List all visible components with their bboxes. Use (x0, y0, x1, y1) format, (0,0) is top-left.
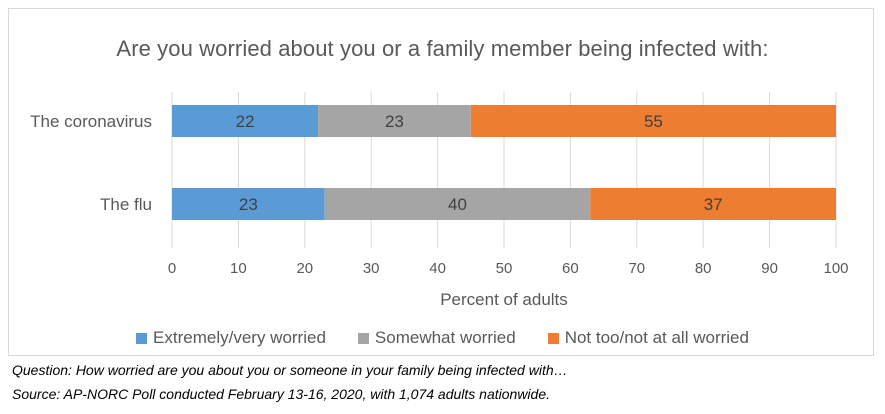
x-tick-label: 50 (496, 260, 513, 277)
x-tick-label: 20 (296, 260, 313, 277)
legend-label: Not too/not at all worried (564, 328, 749, 347)
legend-label: Extremely/very worried (153, 328, 326, 347)
stacked-bar-chart: 0 10 20 30 40 50 60 70 80 90 100 Percent of adults T… (30, 92, 849, 309)
legend-swatch (136, 332, 148, 344)
x-tick-label: 0 (168, 260, 176, 277)
x-tick-label: 70 (628, 260, 645, 277)
category-label: The coronavirus (30, 112, 152, 131)
x-axis-label: Percent of adults (440, 290, 568, 309)
bar-segment (318, 105, 471, 137)
source-footnote: Source: AP-NORC Poll conducted February … (12, 386, 551, 402)
category-label: The flu (100, 195, 152, 214)
chart-title: Are you worried about you or a family me… (116, 36, 769, 61)
data-label: 23 (239, 195, 258, 214)
x-tick-label: 60 (562, 260, 579, 277)
x-tick-label: 30 (363, 260, 380, 277)
bar-segment (172, 105, 319, 137)
bar-segment (590, 188, 836, 220)
data-label: 23 (385, 112, 404, 131)
x-tick-label: 10 (230, 260, 247, 277)
data-label: 40 (448, 195, 467, 214)
chart-frame (8, 8, 874, 356)
legend-swatch (547, 332, 559, 344)
data-label: 55 (644, 112, 663, 131)
x-tick-label: 90 (761, 260, 778, 277)
chart-legend: Extremely/very worried Somewhat worried No… (0, 328, 885, 348)
data-label: 37 (704, 195, 723, 214)
bar-segment (324, 188, 591, 220)
x-tick-label: 40 (429, 260, 446, 277)
x-tick-label: 100 (823, 260, 848, 277)
x-tick-label: 80 (695, 260, 712, 277)
bar-segment (172, 188, 325, 220)
legend-item: Somewhat worried (357, 328, 516, 348)
data-label: 22 (236, 112, 255, 131)
bar-segment (470, 105, 836, 137)
legend-label: Somewhat worried (374, 328, 516, 347)
legend-swatch (357, 332, 369, 344)
question-footnote: Question: How worried are you about you … (12, 362, 568, 378)
legend-item: Not too/not at all worried (547, 328, 749, 348)
legend-item: Extremely/very worried (136, 328, 326, 348)
